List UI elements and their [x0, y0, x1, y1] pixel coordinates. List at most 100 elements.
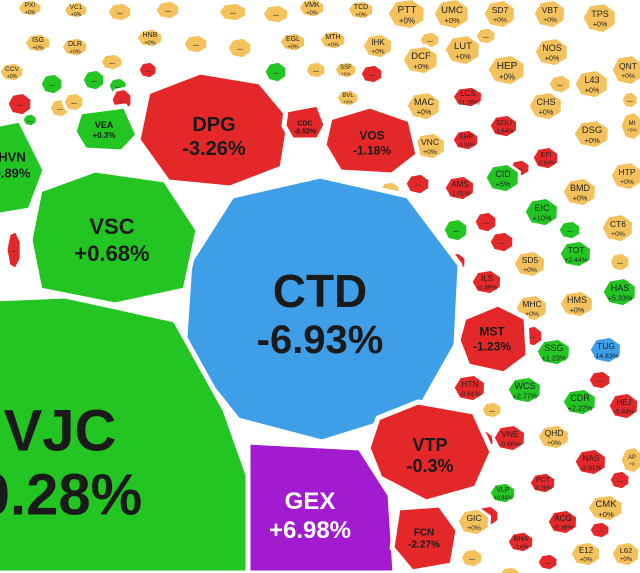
heatmap-filler-tile[interactable]: ... [619, 89, 640, 111]
heatmap-filler-tile[interactable]: ... [303, 59, 328, 81]
heatmap-filler-tile[interactable]: ... [358, 62, 385, 86]
heatmap-tile-ptt[interactable]: PTT+0% [385, 0, 427, 32]
heatmap-tile-wcs[interactable]: WCS+2.77% [505, 374, 543, 406]
heatmap-filler-tile[interactable]: ... [441, 216, 470, 244]
heatmap-tile-vbt[interactable]: VBT +0% [531, 0, 567, 31]
heatmap-tile-has[interactable]: HAS+5.33% [600, 276, 638, 309]
heatmap-tile-l62[interactable]: L62+0% [609, 539, 640, 569]
heatmap-tile-egl[interactable]: EGL +0% [277, 30, 308, 54]
heatmap-tile-hvn[interactable]: HVN0.89% [0, 117, 48, 220]
heatmap-filler-tile[interactable]: ... [136, 59, 159, 81]
heatmap-tile-ct6[interactable]: CT6+0% [599, 212, 635, 245]
heatmap-filler-tile[interactable]: ... [586, 368, 613, 392]
heatmap-tile-vea[interactable]: VEA+0.3% [71, 103, 141, 155]
heatmap-tile-vnc[interactable]: VNC +0% [411, 130, 447, 162]
heatmap-tile-vmk[interactable]: VMK +0% [296, 0, 327, 20]
heatmap-tile-nos[interactable]: NOS+0% [532, 36, 570, 69]
heatmap-tile-mac[interactable]: MAC+0% [404, 90, 442, 123]
heatmap-filler-tile[interactable]: ... [153, 0, 182, 22]
heatmap-tile-bvl[interactable]: BVL+0% [334, 87, 361, 109]
heatmap-tile-nas[interactable]: NAS -2.81% [572, 446, 608, 478]
heatmap-tile-dpg[interactable]: DPG-3.26% [135, 69, 293, 191]
heatmap-tile-cdr[interactable]: CDR+2.22% [560, 386, 598, 418]
heatmap-filler-tile[interactable]: ... [216, 0, 249, 24]
heatmap-filler-tile[interactable]: ... [472, 209, 499, 235]
heatmap-tile-lcs[interactable]: LCS -11.76% [450, 84, 485, 110]
heatmap-tile-pxi[interactable]: PXI+0% [15, 0, 44, 19]
heatmap-filler-tile[interactable]: ... [105, 0, 134, 24]
heatmap-tile-chs[interactable]: CHS+0% [526, 90, 564, 123]
heatmap-tile-ctd[interactable]: CTD-6.93% [181, 173, 463, 445]
heatmap-filler-tile[interactable]: ... [535, 551, 560, 573]
heatmap-filler-tile[interactable]: ... [607, 250, 632, 274]
heatmap-filler-tile[interactable]: ... [458, 546, 485, 570]
heatmap-tile-sdu[interactable]: SDU -1.64% [487, 112, 520, 140]
heatmap-tile-vos[interactable]: VOS-1.18% [321, 103, 421, 178]
heatmap-filler-tile[interactable]: ... [61, 90, 86, 114]
heatmap-filler-tile[interactable]: ... [225, 35, 254, 61]
heatmap-tile-qnt[interactable]: QNT +0% [609, 53, 640, 88]
heatmap-tile-dcf[interactable]: DCF+0% [400, 44, 440, 77]
heatmap-filler-tile[interactable]: ... [98, 51, 125, 73]
heatmap-filler-tile[interactable]: ... [479, 399, 504, 421]
heatmap-tile-ssf[interactable]: SSF+0% [332, 59, 359, 81]
heatmap-filler-tile[interactable]: ... [38, 71, 65, 97]
heatmap-tile-tug[interactable]: TUG -14.83% [587, 334, 623, 366]
heatmap-tile-hms[interactable]: HMS+0% [557, 288, 595, 320]
heatmap-filler-tile[interactable]: ... [497, 564, 522, 573]
heatmap-tile-vlp[interactable]: VLP +0.84% [487, 480, 518, 506]
heatmap-filler-tile[interactable]: ... [473, 25, 498, 47]
heatmap-tile-ssg[interactable]: SSG+1.23% [534, 336, 572, 368]
heatmap-tile-cmk[interactable]: CMK+0% [585, 492, 625, 524]
heatmap-tile-ccv[interactable]: CCV+0% [0, 60, 26, 84]
heatmap-tile-vne[interactable]: VNE -0.86% [491, 422, 527, 454]
heatmap-filler-tile[interactable]: ... [80, 67, 107, 93]
heatmap-filler-tile[interactable]: ... [260, 2, 291, 26]
heatmap-tile-hnb[interactable]: HNB +0% [134, 26, 165, 50]
heatmap-tile-shp[interactable]: SHP -4.34% [450, 127, 481, 153]
heatmap-tile-lut[interactable]: LUT+0% [442, 33, 482, 68]
heatmap-tile-sd7[interactable]: SD7+0% [481, 0, 517, 31]
heatmap-tile-qhd[interactable]: QHD +0% [535, 422, 571, 452]
heatmap-filler-tile[interactable]: ... [546, 72, 573, 96]
heatmap-filler-tile[interactable]: ... [20, 111, 39, 129]
heatmap-filler-tile[interactable]: ... [556, 218, 583, 242]
heatmap-tile-mst[interactable]: MST-1.23% [455, 301, 531, 377]
heatmap-tile-ihk[interactable]: IHK +0% [360, 31, 395, 61]
heatmap-tile-tot[interactable]: TOT +2.44% [557, 238, 593, 270]
heatmap-tile-ams[interactable]: AMS -1.01% [442, 173, 477, 203]
heatmap-tile-htn[interactable]: HTN -0.61% [451, 372, 487, 404]
heatmap-tile-bha[interactable]: BHA -1.6% [505, 529, 536, 555]
heatmap-filler-tile[interactable]: ... [587, 519, 612, 541]
heatmap-filler-tile[interactable]: ... [607, 468, 632, 492]
heatmap-tile-cid[interactable]: CID+5% [483, 162, 521, 195]
heatmap-filler-tile[interactable]: ... [181, 32, 210, 56]
heatmap-tile-dlr[interactable]: DLR +0% [59, 35, 90, 59]
heatmap-tile-vsc[interactable]: VSC+0.68% [27, 167, 201, 308]
heatmap-tile-cdc[interactable]: CDC-0.52% [281, 101, 329, 143]
heatmap-tile-gic[interactable]: GIC +0% [455, 506, 491, 538]
heatmap-tile-ap[interactable]: AP+0 [618, 444, 640, 476]
heatmap-tile-vc1[interactable]: VC1+0% [61, 0, 90, 21]
heatmap-tile-ils[interactable]: ILS -2.89% [469, 267, 504, 297]
heatmap-tile-eic[interactable]: EIC+10% [522, 196, 560, 229]
heatmap-tile-umc[interactable]: UMC+0% [431, 0, 471, 32]
heatmap-tile-e12[interactable]: E12+0% [568, 539, 603, 569]
heatmap-filler-tile[interactable]: ... [403, 171, 432, 197]
heatmap-tile-bmd[interactable]: BMD+0% [560, 176, 598, 209]
heatmap-tile-isg[interactable]: ISG +0% [22, 31, 53, 55]
heatmap-filler-tile[interactable]: ... [5, 90, 34, 118]
heatmap-tile-hep[interactable]: HEP+0% [485, 53, 527, 88]
heatmap-tile-efi[interactable]: EFI -2.94% [530, 144, 561, 172]
heatmap-tile-gex[interactable]: GEX+6.98% [245, 439, 398, 573]
heatmap-tile-htp[interactable]: HTP +0% [608, 160, 640, 193]
heatmap-tile-acg[interactable]: ACG -0.39% [545, 507, 580, 537]
heatmap-tile-dsg[interactable]: DSG+0% [571, 118, 611, 151]
heatmap-tile-mi[interactable]: MI+0% [618, 110, 640, 143]
heatmap-tile-pct[interactable]: PCT -0.36% [527, 470, 558, 496]
heatmap-tile-tps[interactable]: TPS+0% [580, 1, 618, 36]
heatmap-tile-vtp[interactable]: VTP-0.3% [365, 399, 495, 505]
heatmap-filler-tile[interactable]: ... [262, 59, 289, 85]
heatmap-tile-sd5[interactable]: SD5+0% [511, 248, 547, 280]
heatmap-filler-tile[interactable]: ... [487, 229, 516, 255]
